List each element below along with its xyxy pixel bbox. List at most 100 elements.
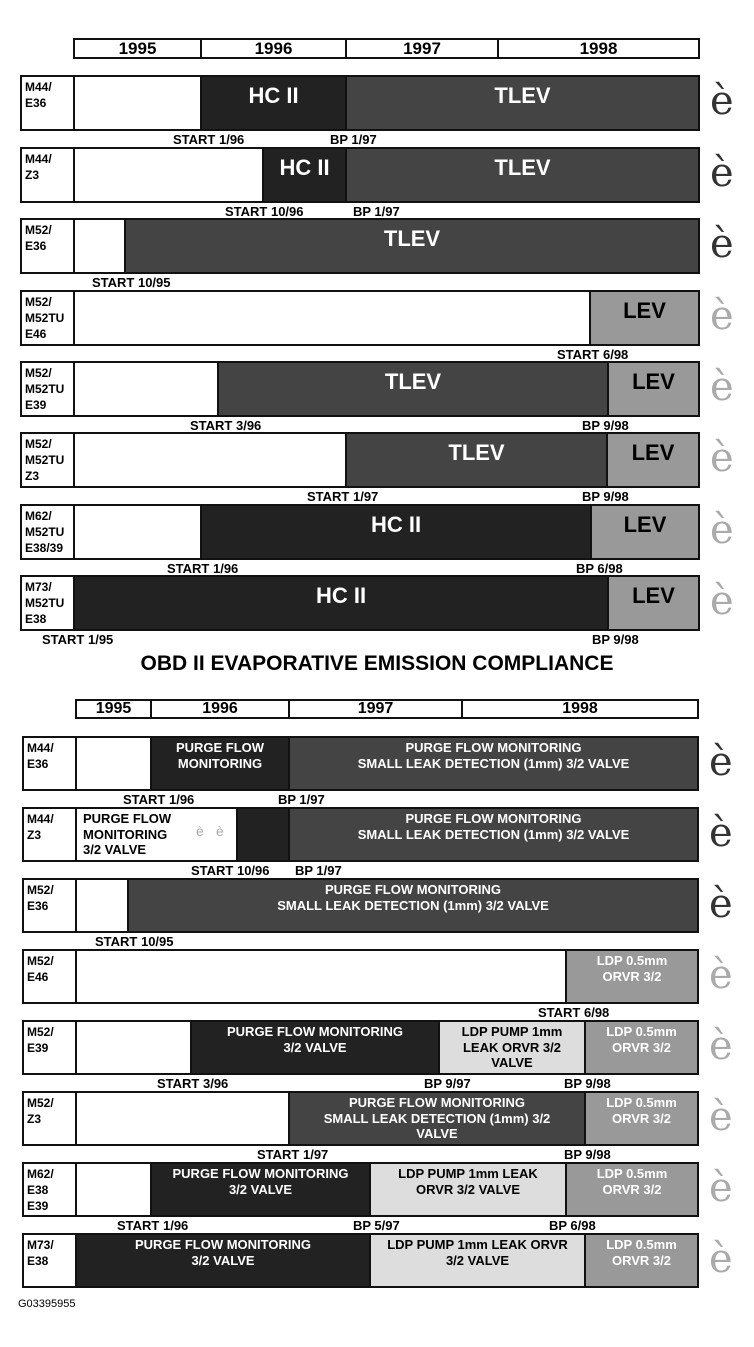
label-line: E36	[25, 96, 47, 111]
label-line: Z3	[25, 168, 40, 183]
marker-label: START 1/96	[117, 1218, 189, 1233]
row-icon: è	[709, 1165, 733, 1211]
segment: PURGE FLOW MONITORING	[150, 736, 290, 791]
label-line: M52TU	[25, 453, 65, 468]
small-icon: è	[196, 823, 204, 839]
year-header: 1998	[461, 699, 699, 719]
row-icon: è	[710, 507, 734, 553]
segment: LDP PUMP 1mm LEAK ORVR 3/2 VALVE	[369, 1233, 586, 1288]
segment: LDP 0.5mm ORVR 3/2	[584, 1233, 699, 1288]
segment	[73, 75, 202, 131]
segment: HC II	[200, 504, 592, 560]
segment-text: ORVR 3/2	[611, 1110, 671, 1126]
year-header: 1995	[75, 699, 152, 719]
segment-text: PURGE FLOW MONITORING	[172, 1166, 349, 1181]
label-line: M44/	[25, 80, 52, 94]
row-label: M44/Z3	[20, 147, 75, 203]
segment-text: PURGE FLOW MONITORING	[349, 1095, 525, 1110]
year-header: 1998	[497, 38, 700, 59]
row-icon: è	[709, 810, 733, 856]
year-header: 1997	[345, 38, 499, 59]
segment: TLEV	[345, 432, 608, 488]
segment-text: LEV	[632, 583, 675, 608]
row-icon: è	[709, 952, 733, 998]
row-icon: è	[710, 293, 734, 339]
segment: LDP PUMP 1mm LEAK ORVR 3/2 VALVE	[438, 1020, 586, 1075]
marker-label: START 1/95	[42, 632, 114, 647]
segment-text: PURGE FLOW MONITORING	[405, 740, 582, 755]
marker-label: START 1/96	[167, 561, 239, 576]
label-line: E39	[25, 398, 47, 413]
row-label: M52/Z3	[22, 1091, 77, 1146]
label-line: M52/	[25, 223, 52, 237]
segment: LEV	[606, 432, 700, 488]
label-line: Z3	[27, 828, 42, 843]
segment-text: MONITORING	[83, 826, 168, 842]
row-label: M62/E38 E39	[22, 1162, 77, 1217]
label-line: Z3	[27, 1112, 42, 1127]
marker-label: START 3/96	[157, 1076, 229, 1091]
segment	[75, 1162, 152, 1217]
segment: HC II	[200, 75, 347, 131]
segment-text: SMALL LEAK DETECTION (1mm) 3/2 VALVE	[277, 897, 549, 913]
segment-text: LEV	[631, 440, 675, 465]
label-line: E36	[25, 239, 47, 254]
segment-text: LEV	[632, 369, 675, 394]
row-icon: è	[709, 1094, 733, 1140]
segment-text: TLEV	[448, 440, 505, 465]
label-line: M52/	[27, 883, 54, 897]
segment-text: HC II	[370, 512, 422, 537]
section-title: OBD II EVAPORATIVE EMISSION COMPLIANCE	[140, 652, 614, 675]
year-header: 1996	[150, 699, 290, 719]
row-icon: è	[710, 364, 734, 410]
segment-text: LDP 0.5mm	[606, 1024, 677, 1039]
marker-label: START 1/97	[307, 489, 379, 504]
segment-text: PURGE FLOW	[175, 740, 265, 755]
segment	[73, 218, 126, 274]
row-icon: è	[709, 739, 733, 785]
segment: LDP 0.5mm ORVR 3/2	[565, 1162, 699, 1217]
segment	[73, 432, 347, 488]
segment-text: TLEV	[383, 226, 441, 251]
segment-text: 3/2 VALVE	[228, 1181, 293, 1197]
segment: PURGE FLOW MONITORING SMALL LEAK DETECTIO…	[288, 1091, 586, 1146]
segment-text: HC II	[279, 155, 330, 180]
row-label: M44/E36	[22, 736, 77, 791]
segment-text: MONITORING	[177, 755, 263, 771]
marker-label: BP 1/97	[295, 863, 342, 878]
marker-label: BP 5/97	[353, 1218, 400, 1233]
label-line: M52TU	[25, 596, 65, 611]
row-label: M62/M52TU E38/39	[20, 504, 75, 560]
row-icon: è	[709, 1236, 733, 1282]
row-label: M52/M52TU E39	[20, 361, 75, 417]
label-line: M52/	[25, 437, 52, 451]
segment: PURGE FLOW MONITORING SMALL LEAK DETECTIO…	[288, 807, 699, 862]
segment-text: SMALL LEAK DETECTION (1mm) 3/2	[323, 1110, 551, 1126]
marker-label: BP 1/97	[278, 792, 325, 807]
label-line: E38	[27, 1254, 49, 1269]
segment: PURGE FLOW MONITORING SMALL LEAK DETECTIO…	[288, 736, 699, 791]
marker-label: START 1/96	[173, 132, 245, 147]
segment-text: LEV	[623, 298, 666, 323]
segment-text: PURGE FLOW MONITORING	[325, 882, 501, 897]
segment-text: SMALL LEAK DETECTION (1mm) 3/2 VALVE	[357, 826, 630, 842]
row-icon: è	[710, 221, 734, 267]
segment-text: LDP 0.5mm	[596, 1166, 668, 1181]
label-line: E46	[25, 327, 47, 342]
marker-label: START 6/98	[538, 1005, 610, 1020]
row-label: M73/M52TU E38	[20, 575, 75, 631]
row-label: M44/E36	[20, 75, 75, 131]
label-line: E38	[25, 612, 47, 627]
segment: LEV	[589, 290, 700, 346]
segment	[73, 361, 219, 417]
segment-text: 3/2 VALVE	[191, 1252, 255, 1268]
segment-text: LEAK ORVR 3/2	[462, 1039, 561, 1055]
marker-label: BP 1/97	[330, 132, 377, 147]
label-line: M52TU	[25, 382, 65, 397]
segment	[75, 1091, 290, 1146]
row-label: M52/E39	[22, 1020, 77, 1075]
label-line: M62/	[25, 509, 52, 523]
segment	[73, 147, 264, 203]
row-icon: è	[710, 578, 734, 624]
